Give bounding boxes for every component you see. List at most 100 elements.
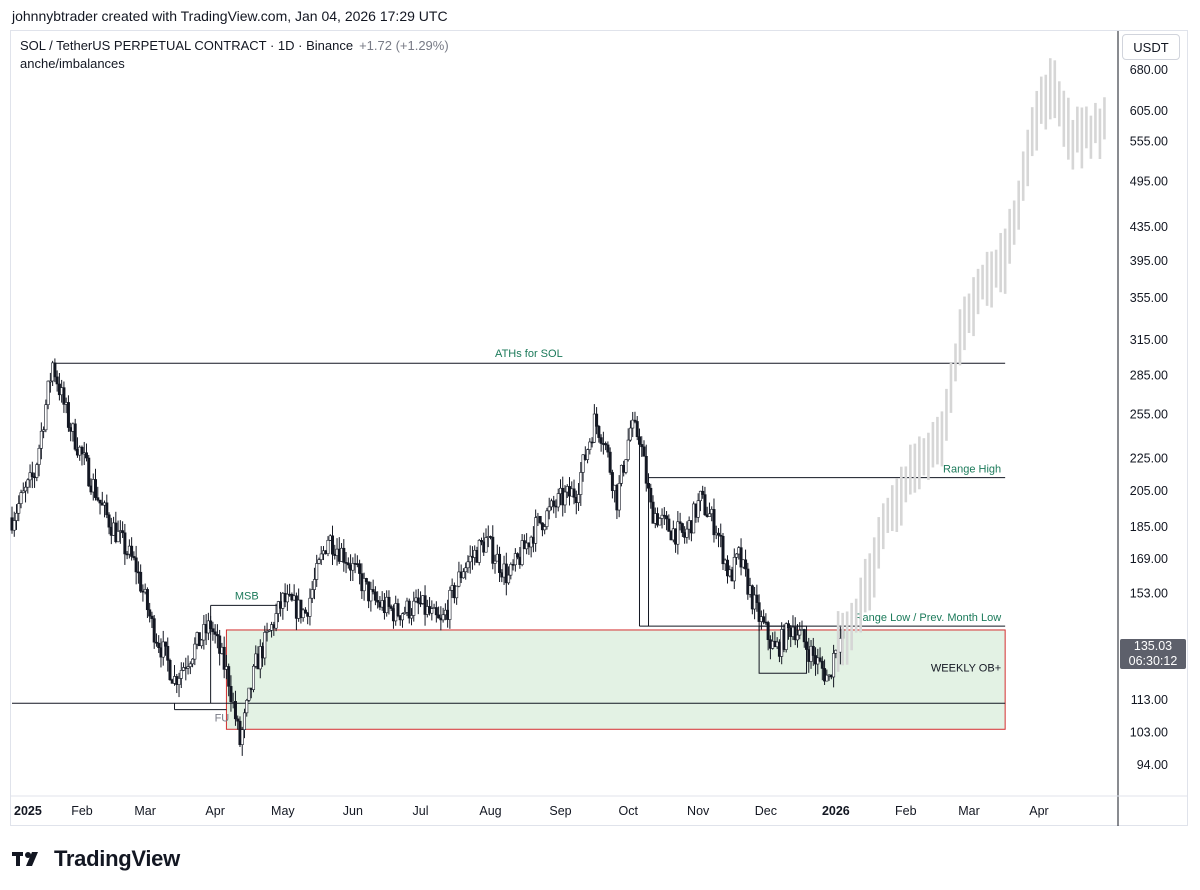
- candle-body: [635, 421, 639, 438]
- candle-body: [376, 600, 380, 603]
- candle-body: [351, 563, 355, 571]
- projection-bar: [990, 251, 993, 308]
- candle-body: [795, 634, 799, 641]
- candle-body: [516, 553, 520, 558]
- candle-body: [44, 404, 48, 431]
- candle-body: [387, 596, 391, 607]
- candle-body: [12, 520, 16, 531]
- candle-body: [647, 482, 651, 489]
- y-tick-label: 94.00: [1137, 758, 1168, 772]
- price-change: +1.72 (+1.29%): [359, 38, 449, 53]
- y-tick-label: 255.00: [1130, 407, 1168, 421]
- projection-bar: [1035, 90, 1039, 151]
- candle-body: [319, 553, 323, 560]
- candle-body: [315, 563, 319, 580]
- candle-body: [157, 642, 161, 649]
- indicator-name[interactable]: anche/imbalances: [20, 56, 125, 71]
- candle-body: [581, 454, 585, 473]
- x-tick-label: Apr: [1029, 804, 1048, 818]
- candle-body: [242, 712, 246, 730]
- candle-body: [412, 600, 416, 616]
- candle-body: [346, 562, 350, 566]
- candle-body: [48, 380, 52, 383]
- y-tick-label: 225.00: [1130, 451, 1168, 465]
- candle-body: [667, 518, 671, 532]
- candle-body: [197, 632, 201, 647]
- candle-body: [218, 635, 222, 654]
- candle-body: [637, 436, 641, 445]
- projection-bar: [859, 577, 862, 633]
- candle-body: [757, 602, 761, 622]
- tradingview-logo[interactable]: TradingView: [12, 846, 180, 872]
- candle-body: [588, 441, 592, 450]
- chart-credit: johnnybtrader created with TradingView.c…: [12, 8, 448, 24]
- y-tick-label: 355.00: [1130, 291, 1168, 305]
- candle-body: [552, 500, 556, 507]
- x-tick-label: Jul: [413, 804, 429, 818]
- candle-body: [403, 612, 407, 615]
- candle-body: [134, 557, 138, 573]
- candle-body: [265, 630, 269, 633]
- candle-body: [364, 578, 368, 583]
- candle-body: [712, 509, 716, 536]
- candle-body: [410, 615, 414, 619]
- candle-body: [200, 639, 204, 647]
- candle-body: [66, 402, 70, 428]
- x-tick-label: 2026: [822, 804, 850, 818]
- projection-bar: [922, 438, 926, 476]
- candle-body: [746, 568, 750, 595]
- projection-bar: [967, 293, 971, 333]
- candle-body: [245, 700, 249, 714]
- candle-body: [116, 531, 120, 543]
- candle-body: [105, 502, 109, 516]
- candle-body: [805, 641, 809, 650]
- x-tick-label: Oct: [618, 804, 638, 818]
- y-tick-label: 315.00: [1130, 333, 1168, 347]
- candle-body: [161, 641, 165, 658]
- projection-bar: [913, 443, 917, 493]
- candle-body: [285, 593, 289, 603]
- candle-body: [703, 494, 707, 516]
- projection-bar: [1026, 129, 1030, 187]
- candle-body: [692, 503, 696, 534]
- candle-body: [608, 451, 612, 473]
- candle-body: [491, 536, 495, 564]
- projection-bar: [1044, 74, 1048, 130]
- tradingview-logo-icon: [12, 852, 38, 866]
- candle-body: [448, 590, 452, 620]
- level-label: ATHs for SOL: [495, 348, 563, 360]
- last-price: 135.03: [1133, 639, 1173, 653]
- candle-body: [434, 607, 438, 616]
- candle-body: [735, 553, 739, 558]
- candle-body: [317, 559, 321, 564]
- candle-body: [798, 629, 802, 636]
- candle-body: [626, 439, 630, 460]
- candle-body: [19, 492, 23, 504]
- candle-body: [577, 494, 581, 503]
- chart-frame: [10, 30, 1188, 826]
- candle-body: [73, 423, 77, 450]
- projection-bar: [1053, 60, 1057, 119]
- candle-body: [479, 540, 483, 543]
- candle-body: [53, 362, 57, 378]
- projection-bar: [877, 517, 881, 569]
- candle-body: [123, 532, 127, 555]
- symbol-title[interactable]: SOL / TetherUS PERPETUAL CONTRACT · 1D ·…: [20, 38, 449, 53]
- candle-body: [263, 632, 267, 659]
- candle-body: [660, 514, 664, 519]
- candle-body: [592, 413, 596, 443]
- candle-body: [640, 444, 644, 448]
- candle-body: [586, 449, 590, 460]
- projection-bar: [881, 503, 885, 550]
- candle-body: [21, 490, 25, 493]
- candle-body: [247, 687, 251, 701]
- level-label: FU: [215, 713, 230, 725]
- candle-body: [362, 578, 366, 592]
- candle-body: [430, 608, 434, 614]
- x-tick-label: Apr: [205, 804, 224, 818]
- level-label: Range Low / Prev. Month Low: [855, 612, 1002, 624]
- currency-button[interactable]: USDT: [1122, 34, 1180, 60]
- candle-body: [493, 560, 497, 564]
- candle-body: [236, 718, 240, 722]
